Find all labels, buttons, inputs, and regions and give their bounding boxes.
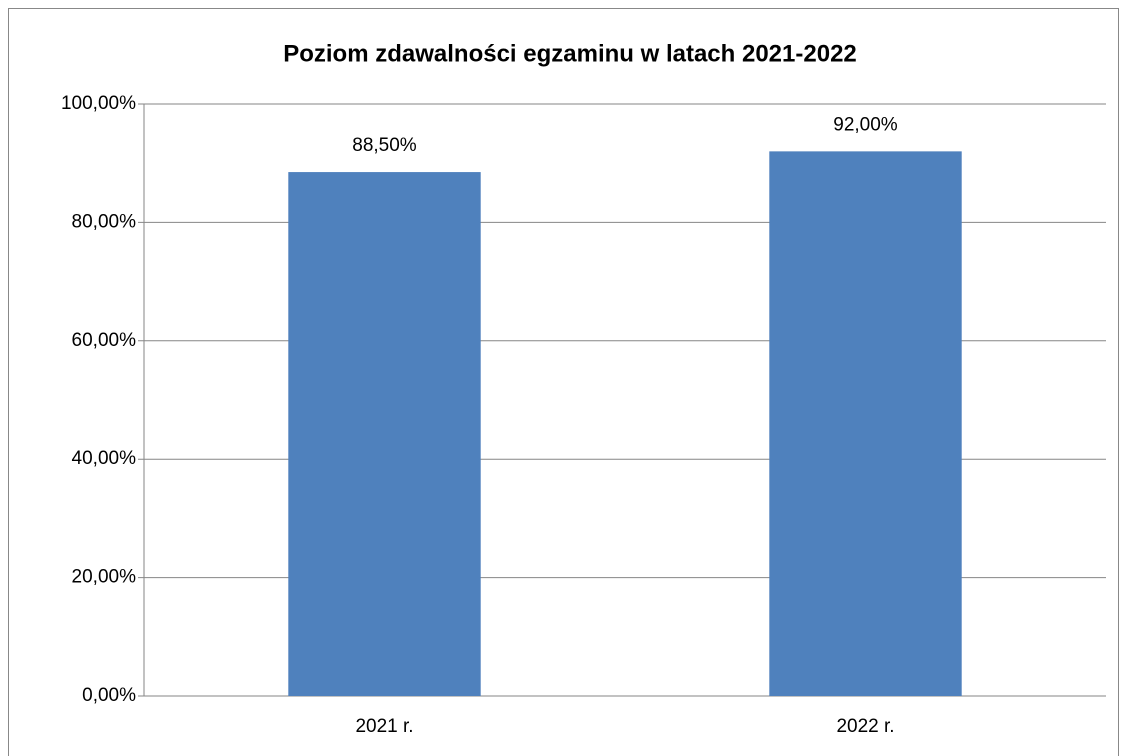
- chart-title: Poziom zdawalności egzaminu w latach 202…: [283, 40, 857, 67]
- y-tick-label: 0,00%: [82, 685, 136, 706]
- bar: [769, 151, 962, 697]
- bar: [288, 172, 481, 696]
- y-tick-label: 80,00%: [72, 211, 137, 232]
- y-tick-label: 100,00%: [61, 93, 136, 114]
- x-tick-label: 2022 r.: [836, 716, 894, 737]
- y-tick-label: 60,00%: [72, 330, 137, 351]
- x-tick-label: 2021 r.: [355, 716, 413, 737]
- y-tick-label: 20,00%: [72, 567, 137, 588]
- data-label: 88,50%: [352, 135, 417, 156]
- data-label: 92,00%: [833, 114, 898, 135]
- y-tick-label: 40,00%: [72, 448, 137, 469]
